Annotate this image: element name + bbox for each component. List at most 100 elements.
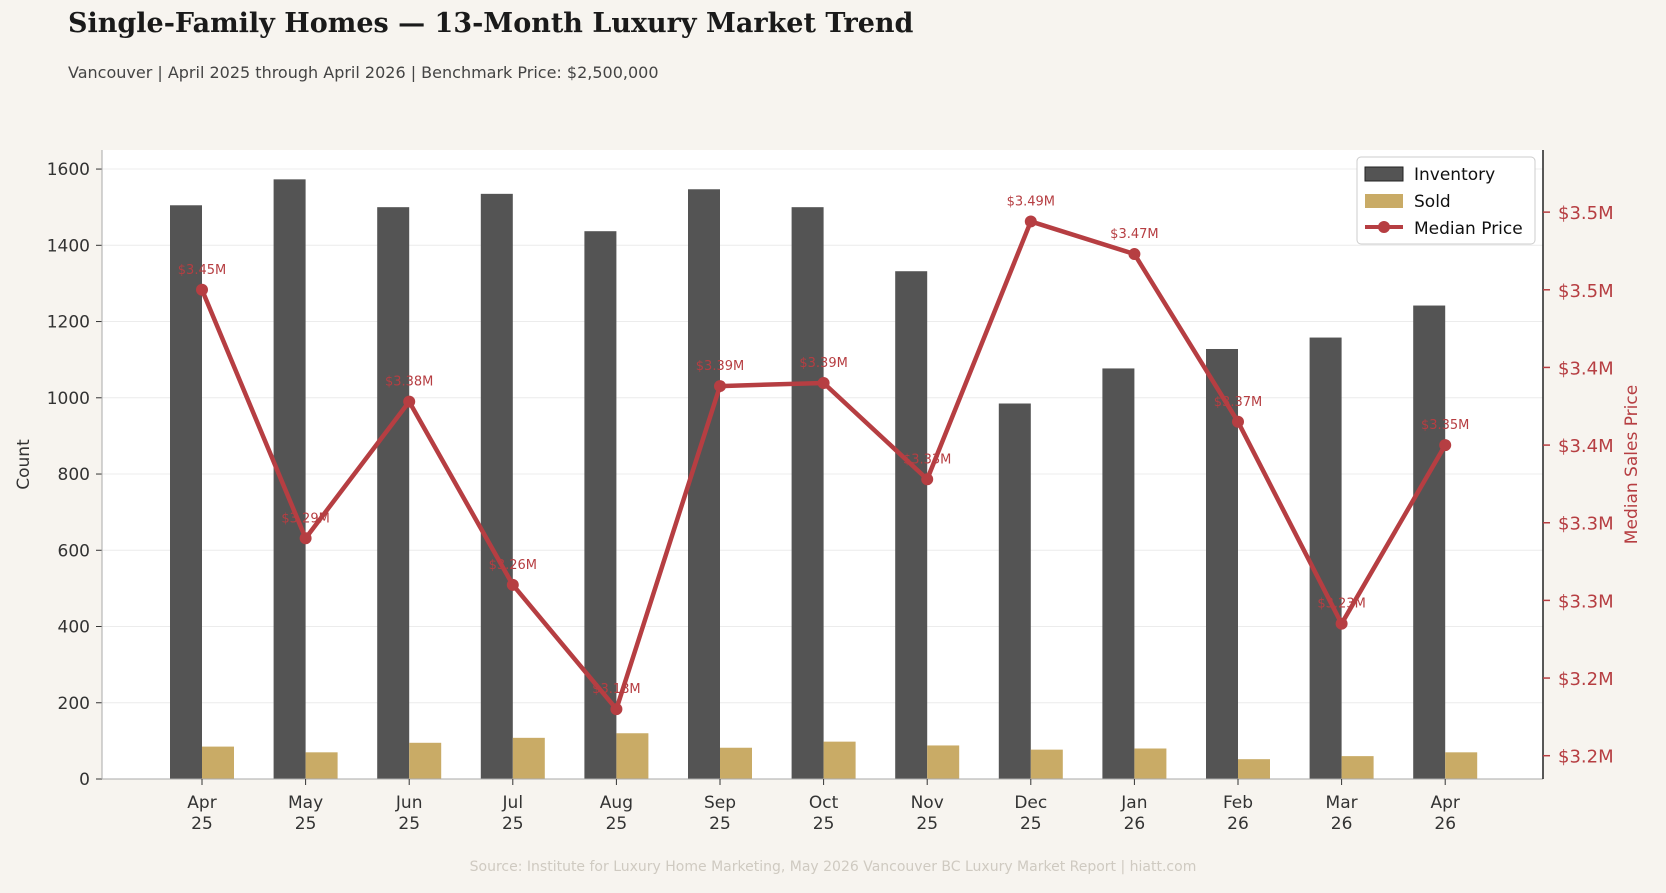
y-axis-title: Count bbox=[14, 439, 34, 490]
sold-bar bbox=[927, 745, 960, 779]
x-tick-label-year: 25 bbox=[709, 814, 731, 834]
median-price-point bbox=[1128, 248, 1141, 261]
y-tick-label: 800 bbox=[58, 465, 90, 485]
median-price-label: $3.37M bbox=[1214, 395, 1262, 410]
median-price-label: $3.49M bbox=[1007, 194, 1055, 209]
x-tick-label-year: 25 bbox=[1020, 814, 1042, 834]
inventory-bar bbox=[377, 207, 410, 779]
inventory-bar bbox=[895, 271, 928, 779]
median-price-label: $3.33M bbox=[903, 452, 951, 467]
x-tick-label-month: Jun bbox=[395, 793, 423, 813]
median-price-point bbox=[196, 283, 208, 296]
median-price-label: $3.39M bbox=[696, 359, 744, 374]
legend-price-marker bbox=[1378, 221, 1390, 233]
sold-bar bbox=[616, 733, 649, 779]
median-price-label: $3.35M bbox=[1421, 418, 1469, 433]
sold-bar bbox=[305, 752, 338, 779]
median-price-label: $3.23M bbox=[1317, 597, 1365, 612]
median-price-point bbox=[1232, 415, 1244, 428]
median-price-point bbox=[1335, 617, 1348, 630]
x-tick-label-month: Apr bbox=[1430, 793, 1459, 813]
median-price-point bbox=[299, 532, 312, 545]
x-tick-label-year: 26 bbox=[1434, 814, 1456, 834]
sold-bar bbox=[512, 737, 545, 779]
legend-sold-label: Sold bbox=[1414, 192, 1451, 212]
sold-bar bbox=[1238, 759, 1270, 779]
x-tick-label-month: Nov bbox=[911, 793, 944, 813]
y-tick-label: 1000 bbox=[47, 389, 90, 409]
y-tick-label: 0 bbox=[79, 770, 90, 790]
legend-sold-swatch bbox=[1365, 194, 1403, 208]
inventory-bar bbox=[998, 403, 1031, 779]
median-price-label: $3.18M bbox=[592, 682, 640, 697]
x-tick-label-month: Mar bbox=[1326, 793, 1358, 813]
legend-inventory-swatch bbox=[1364, 166, 1404, 182]
y-tick-label: 200 bbox=[58, 694, 90, 714]
median-price-label: $3.47M bbox=[1110, 227, 1158, 242]
y2-tick-label: $3.2M bbox=[1558, 747, 1614, 768]
inventory-bar bbox=[1309, 337, 1342, 779]
x-tick-label-year: 25 bbox=[191, 814, 213, 834]
chart-subtitle: Vancouver | April 2025 through April 202… bbox=[68, 63, 659, 82]
x-tick-label-month: Oct bbox=[809, 793, 839, 813]
x-tick-label-month: Apr bbox=[187, 793, 216, 813]
source-note: Source: Institute for Luxury Home Market… bbox=[469, 859, 1197, 875]
x-tick-label-month: Jan bbox=[1120, 793, 1147, 813]
median-price-point bbox=[1439, 439, 1452, 452]
sold-bar bbox=[1030, 749, 1063, 779]
x-tick-label-year: 25 bbox=[813, 814, 835, 834]
median-price-label: $3.26M bbox=[489, 558, 537, 573]
sold-bar bbox=[1341, 756, 1374, 779]
y2-tick-label: $3.4M bbox=[1558, 436, 1614, 457]
y-tick-label: 400 bbox=[58, 618, 90, 638]
x-tick-label-year: 25 bbox=[502, 814, 524, 834]
inventory-bar bbox=[1413, 305, 1446, 779]
sold-bar bbox=[1445, 752, 1478, 779]
y2-tick-label: $3.2M bbox=[1558, 669, 1614, 690]
x-tick-label-year: 25 bbox=[398, 814, 420, 834]
inventory-bar bbox=[170, 205, 202, 779]
sold-bar bbox=[202, 746, 234, 779]
inventory-bar bbox=[273, 179, 306, 779]
median-price-point bbox=[610, 703, 623, 716]
median-price-label: $3.39M bbox=[799, 356, 847, 371]
median-price-point bbox=[817, 376, 830, 389]
y2-axis-title: Median Sales Price bbox=[1622, 385, 1642, 544]
sold-bar bbox=[720, 747, 752, 779]
median-price-label: $3.38M bbox=[385, 375, 433, 390]
y-tick-label: 1200 bbox=[47, 313, 90, 333]
inventory-bar bbox=[688, 189, 720, 780]
sold-bar bbox=[823, 741, 856, 779]
y-tick-label: 600 bbox=[58, 541, 90, 561]
median-price-label: $3.29M bbox=[281, 511, 329, 526]
x-tick-label-month: Aug bbox=[600, 793, 633, 813]
y-tick-label: 1400 bbox=[47, 236, 90, 256]
inventory-bar bbox=[480, 193, 513, 779]
chart-title: Single-Family Homes — 13-Month Luxury Ma… bbox=[68, 8, 914, 39]
x-tick-label-year: 26 bbox=[1331, 814, 1353, 834]
inventory-bar bbox=[1102, 368, 1135, 779]
x-tick-label-year: 25 bbox=[295, 814, 317, 834]
y2-tick-label: $3.3M bbox=[1558, 591, 1614, 612]
x-tick-label-year: 25 bbox=[606, 814, 628, 834]
x-tick-label-year: 26 bbox=[1124, 814, 1146, 834]
inventory-bar bbox=[791, 207, 824, 779]
y2-tick-label: $3.5M bbox=[1558, 203, 1614, 224]
y2-tick-label: $3.5M bbox=[1558, 281, 1614, 302]
median-price-point bbox=[403, 395, 416, 408]
legend-price-label: Median Price bbox=[1414, 219, 1523, 239]
y2-tick-label: $3.4M bbox=[1558, 358, 1614, 379]
x-tick-label-month: Dec bbox=[1014, 793, 1047, 813]
median-price-point bbox=[1024, 215, 1037, 228]
x-tick-label-year: 25 bbox=[916, 814, 938, 834]
x-tick-label-year: 26 bbox=[1227, 814, 1249, 834]
sold-bar bbox=[1134, 748, 1167, 779]
median-price-point bbox=[921, 473, 934, 486]
x-tick-label-month: Jul bbox=[502, 793, 524, 813]
median-price-label: $3.45M bbox=[178, 263, 226, 278]
y-tick-label: 1600 bbox=[47, 160, 90, 180]
x-tick-label-month: Feb bbox=[1223, 793, 1253, 813]
median-price-point bbox=[506, 578, 519, 591]
sold-bar bbox=[409, 742, 442, 779]
